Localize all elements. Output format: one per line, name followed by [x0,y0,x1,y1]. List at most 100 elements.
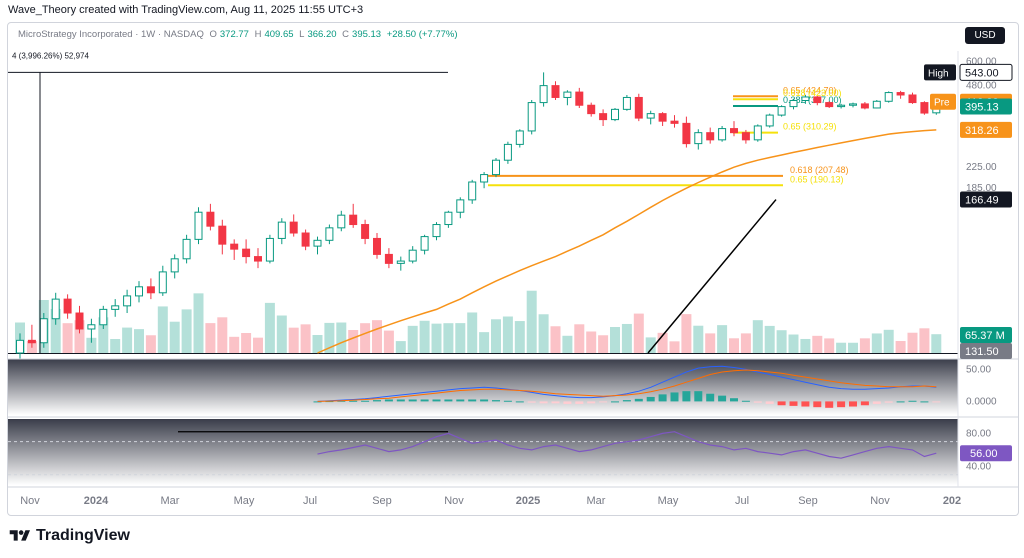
candle-body [622,96,631,110]
volume-bar [895,341,906,353]
candle-body [158,271,167,294]
macd-histogram-bar [658,394,667,402]
rsi-current-label: 56.00 [970,448,998,460]
macd-histogram-bar [456,399,465,402]
close-value: 395.13 [352,29,382,40]
volume-bar [681,314,692,353]
macd-histogram-bar [682,391,691,402]
macd-histogram-bar [813,401,822,408]
tradingview-logo-icon [9,530,30,541]
candle-body [396,260,405,264]
candle-body [694,132,703,145]
candle-body [539,85,548,104]
candle-body [218,225,227,245]
volume-bar [455,323,466,353]
open-value: 372.77 [219,29,249,40]
x-tick-label: Sep [372,495,392,507]
candle-body [456,199,465,213]
volume-bar [431,323,442,353]
macd-histogram-bar [384,399,393,402]
price-label-box [960,121,1012,138]
macd-histogram-bar [920,401,929,403]
candle-body [87,324,96,330]
y-tick-label: 600.00 [966,57,997,68]
macd-histogram-bar [599,401,608,403]
candle-body [741,132,750,141]
candle-body [16,339,24,354]
volume-bar [336,322,347,353]
x-tick-label: Nov [444,495,464,507]
rsi-pane [8,419,958,485]
currency-button[interactable]: USD [965,27,1005,44]
candle-body [515,130,524,145]
candle-body [789,100,798,108]
volume-bar [443,323,454,353]
volume-bar [586,331,597,353]
volume-bar [229,336,240,353]
candle-body [51,298,60,320]
macd-histogram-bar [408,399,417,402]
candle-body [777,106,786,116]
ohlc-legend: MicroStrategy Incorporated · 1W · NASDAQ… [18,29,461,40]
volume-bar [348,330,359,353]
volume-bar [312,335,323,353]
candle-body [706,132,715,141]
candle-body [884,92,893,102]
low-label: L [299,29,305,40]
macd-histogram-bar [587,401,596,404]
volume-bar [598,335,609,353]
y-tick-label: 225.00 [966,162,997,173]
open-label: O [209,29,217,40]
header-bar: Wave_Theory created with TradingView.com… [0,0,1024,20]
macd-histogram-bar [634,398,643,402]
change-value: +28.50 (+7.77%) [386,29,458,40]
volume-bar [740,333,751,353]
volume-bar [264,302,275,353]
candle-body [492,159,500,176]
volume-bar [145,335,156,353]
x-tick-label: 202 [943,495,961,507]
candle-body [242,248,251,258]
low-value: 366.20 [307,29,337,40]
x-tick-label: Sep [798,495,818,507]
volume-bar [98,317,109,353]
volume-bar [610,327,620,353]
symbol-title: MicroStrategy Incorporated · 1W · NASDAQ [18,29,204,40]
volume-bar [502,316,513,353]
macd-tick-label: 0.0000 [966,396,997,407]
y-tick-label: 185.00 [966,183,997,194]
volume-bar [407,325,418,353]
candle-body [361,224,370,239]
price-label-text: 131.50 [965,346,999,358]
volume-bar [776,330,787,353]
volume-bar [526,290,537,353]
volume-bar [657,332,668,353]
macd-histogram-bar [825,401,834,408]
macd-histogram-bar [480,399,489,402]
x-tick-label: 2025 [516,495,540,507]
volume-bar [788,334,799,353]
volume-bar [574,324,585,353]
price-label-box [960,327,1012,343]
macd-histogram-bar [563,401,572,404]
volume-bar [907,332,918,353]
macd-histogram-bar [575,401,584,404]
volume-bar [217,317,228,353]
volume-bar [848,342,858,353]
macd-histogram-bar [646,396,655,402]
candle-body [373,237,381,255]
candle-body [658,113,667,122]
candle-body [99,308,108,326]
volume-bar [633,313,644,353]
candle-body [468,181,477,201]
fib-level-label: 0.65 (190.13) [790,174,844,184]
volume-bar [562,335,573,353]
volume-bar [669,341,680,353]
candle-body [825,102,834,108]
candle-body [765,114,774,127]
price-label-box [960,98,1012,115]
volume-bar [193,293,204,353]
macd-tick-label: 50.00 [966,364,991,375]
chart-frame[interactable]: 600.00 480.00 225.00 185.00 0.65 (434.70) 0.6… [7,22,1019,516]
